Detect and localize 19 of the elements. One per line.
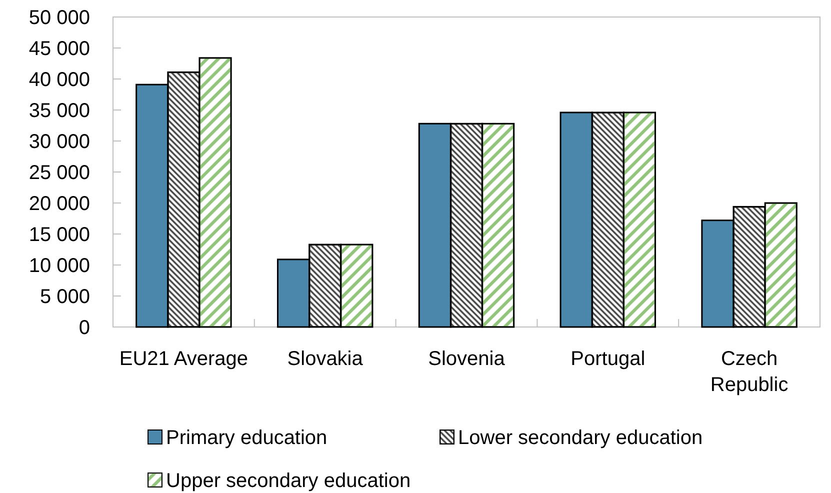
x-tick-label: Slovakia [287, 348, 364, 370]
y-tick-label: 0 [78, 317, 90, 339]
x-tick-label: EU21 Average [119, 348, 248, 370]
y-tick-label: 30 000 [28, 131, 90, 153]
y-tick-label: 5 000 [40, 286, 90, 308]
legend-label: Upper secondary education [166, 470, 411, 492]
x-tick-label: Portugal [570, 348, 646, 370]
y-tick-label: 15 000 [28, 224, 90, 246]
y-tick-label: 20 000 [28, 193, 90, 215]
legend-label: Lower secondary education [458, 427, 703, 449]
y-tick-label: 40 000 [28, 69, 90, 91]
y-tick-label: 10 000 [28, 255, 90, 277]
y-tick-label: 45 000 [28, 38, 90, 60]
y-tick-label: 35 000 [28, 100, 90, 122]
y-tick-label: 50 000 [28, 7, 90, 29]
y-tick-label: 25 000 [28, 162, 90, 184]
legend-label: Primary education [166, 427, 328, 449]
x-tick-label: Czech Republic [710, 348, 788, 396]
x-tick-label: Slovenia [428, 348, 506, 370]
